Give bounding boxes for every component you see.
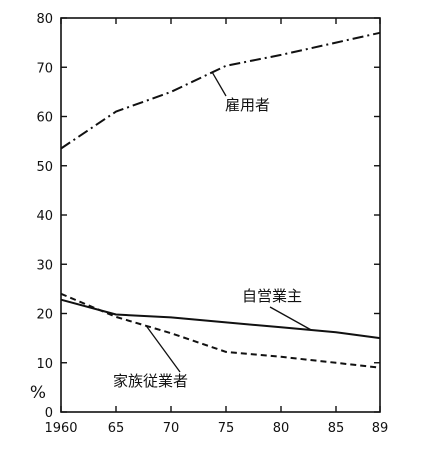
y-tick-label: 50 xyxy=(36,160,53,175)
x-tick-label: 89 xyxy=(372,421,389,436)
y-tick-label: 60 xyxy=(36,111,53,126)
series-label-1: 自営業主 xyxy=(242,287,302,305)
x-tick-label: 1960 xyxy=(44,421,77,436)
y-tick-label: 20 xyxy=(36,308,53,323)
x-tick-label: 80 xyxy=(273,421,290,436)
y-tick-label: 70 xyxy=(36,61,53,76)
series-label-2: 家族従業者 xyxy=(113,372,188,390)
y-axis-label: % xyxy=(30,383,46,403)
series-leader-line xyxy=(145,325,181,373)
x-tick-label: 65 xyxy=(108,421,125,436)
series-lines xyxy=(60,31,381,369)
series-line-1 xyxy=(60,298,381,340)
series-line-0 xyxy=(60,31,381,150)
y-tick-label: 80 xyxy=(36,12,53,27)
y-tick-label: 40 xyxy=(36,209,53,224)
x-tick-label: 70 xyxy=(163,421,180,436)
series-label-0: 雇用者 xyxy=(225,96,270,114)
series-leader-line xyxy=(211,71,227,97)
x-tick-label: 85 xyxy=(328,421,345,436)
y-tick-label: 10 xyxy=(36,357,53,372)
axes: 0 10 20 30 40 50 60 70 80 1960 65 70 75 80 85 89% xyxy=(30,12,388,436)
series-line-2 xyxy=(60,292,381,369)
plot-frame xyxy=(60,17,381,413)
y-tick-label: 0 xyxy=(45,406,53,421)
y-tick-label: 30 xyxy=(36,258,53,273)
x-tick-label: 75 xyxy=(218,421,235,436)
series-leader-line xyxy=(269,306,312,331)
